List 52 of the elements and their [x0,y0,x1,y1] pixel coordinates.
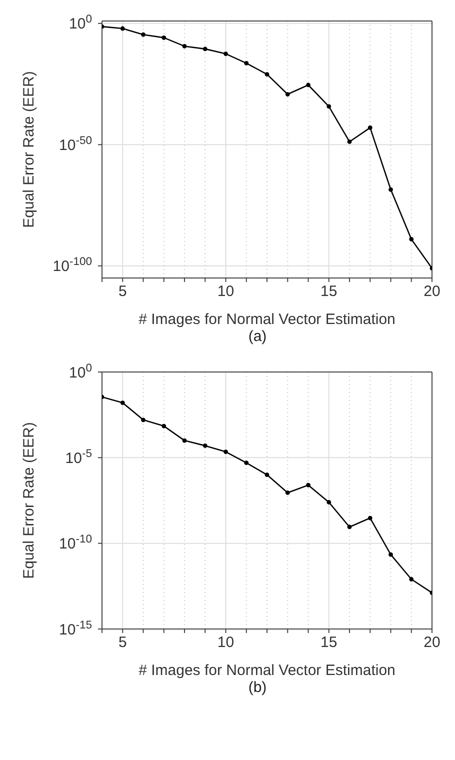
x-axis-title: # Images for Normal Vector Estimation [138,662,396,679]
point [162,35,166,40]
x-tick-label: 10 [217,283,234,300]
text: (b) [247,679,268,696]
point [244,60,249,66]
y-axis-title: Equal Error Rate (EER) [20,71,38,228]
point [368,125,372,130]
y-tick-label: 10$^{0}$ [69,362,92,382]
x-axis-title: # Images for Normal Vector Estimation [138,311,396,328]
y-tick-label: 10$^{-50}$ [59,134,92,154]
point [141,418,146,422]
point [202,46,208,52]
point [306,482,310,488]
x-tick-label: 5 [118,283,127,300]
y-tick-label: 10$^{-100}$ [52,256,92,276]
y-axis-title: Equal Error Rate (EER) [20,422,38,579]
point [202,443,208,448]
y-tick-label: 10$^{-15}$ [59,619,92,638]
point [306,82,310,88]
point [182,438,187,443]
point [224,52,228,56]
point [120,26,125,31]
line-series [102,394,432,595]
point [120,400,125,405]
point [368,516,372,520]
point [326,104,332,109]
x-tick-label: 10 [217,634,234,651]
x-tick-label: 5 [118,634,127,651]
y-tick-label: 10$^{-5}$ [65,448,92,467]
point [162,424,166,428]
point [347,140,352,144]
y-tick-label: 10$^{-10}$ [59,534,92,553]
point [141,32,146,37]
point [347,524,352,530]
point [409,237,414,242]
point [388,552,393,557]
point [409,577,414,582]
point [285,490,290,495]
point [224,450,228,454]
point [285,92,290,96]
x-tick-label: 20 [424,634,440,651]
x-tick-label: 20 [424,283,440,300]
point [388,187,393,192]
text: (a) [247,328,268,345]
x-tick-label: 15 [320,283,338,300]
point [264,72,270,77]
x-tick-label: 15 [320,634,338,651]
y-tick-label: 10$^{0}$ [69,14,92,33]
point [264,472,270,477]
point [244,460,249,466]
point [326,500,332,504]
point [182,44,187,48]
